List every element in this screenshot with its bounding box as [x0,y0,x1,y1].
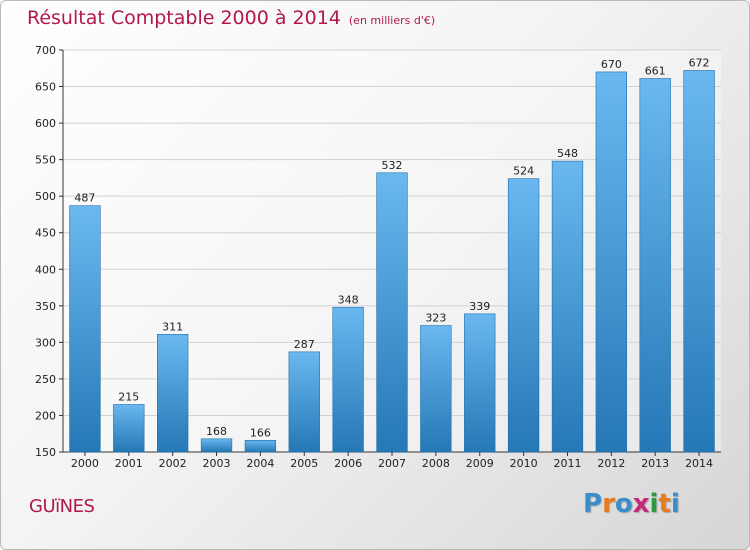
chart-title: Résultat Comptable 2000 à 2014 [27,7,341,29]
bar-2008 [420,325,452,453]
y-tick-label: 550 [35,154,56,167]
bar-2012 [595,71,627,453]
x-tick-label-2007: 2007 [378,457,406,470]
x-tick-label-2009: 2009 [466,457,494,470]
x-tick-label-2004: 2004 [246,457,274,470]
bar-2013 [639,78,671,453]
bar-2000 [69,205,101,453]
x-tick-label-2010: 2010 [510,457,538,470]
y-tick-label: 500 [35,190,56,203]
x-tick-label-2013: 2013 [641,457,669,470]
x-tick-label-2003: 2003 [203,457,231,470]
logo-letter: i [670,489,680,519]
y-tick-label: 300 [35,336,56,349]
x-tick-label-2001: 2001 [115,457,143,470]
bar-2014 [683,70,715,453]
x-tick-label-2011: 2011 [553,457,581,470]
data-label-2002: 311 [162,320,183,333]
y-tick-label: 600 [35,117,56,130]
x-tick-label-2008: 2008 [422,457,450,470]
commune-name: GUïNES [29,496,95,517]
y-tick-label: 650 [35,81,56,94]
bar-2009 [464,313,496,453]
y-tick-label: 400 [35,263,56,276]
logo-letter: r [602,489,615,519]
data-label-2011: 548 [557,147,578,160]
y-tick-label: 200 [35,409,56,422]
proxiti-logo: Proxiti [583,489,680,519]
y-tick-label: 350 [35,300,56,313]
bar-2007 [376,172,408,453]
bar-2011 [551,160,584,453]
bar-2004 [244,440,277,453]
data-label-2003: 168 [206,425,227,438]
data-label-2004: 166 [250,426,271,439]
y-tick-label: 450 [35,227,56,240]
bar-2003 [200,438,233,453]
x-tick-label-2000: 2000 [71,457,99,470]
x-tick-label-2006: 2006 [334,457,362,470]
bar-2002 [157,334,189,453]
x-tick-label-2002: 2002 [159,457,187,470]
y-tick-label: 700 [35,44,56,57]
data-label-2001: 215 [118,390,139,403]
data-label-2013: 661 [645,65,666,78]
bar-2010 [507,178,540,453]
y-tick-label: 150 [35,446,56,459]
data-label-2008: 323 [425,312,446,325]
x-tick-label-2014: 2014 [685,457,713,470]
logo-letter: o [614,489,633,519]
chart-title-block: Résultat Comptable 2000 à 2014 (en millie… [27,7,435,29]
data-label-2012: 670 [601,58,622,71]
bar-2001 [113,404,145,453]
logo-letter: i [649,489,659,519]
logo-letter: t [658,489,671,519]
bar-2006 [332,306,364,453]
logo-letter: x [632,489,650,519]
logo-letter: P [583,489,603,519]
data-label-2014: 672 [689,56,710,69]
bar-2005 [288,351,320,453]
x-tick-label-2005: 2005 [290,457,318,470]
data-label-2006: 348 [338,293,359,306]
y-tick-label: 250 [35,373,56,386]
chart-subtitle: (en milliers d'€) [348,14,436,27]
data-label-2010: 524 [513,165,534,178]
data-label-2005: 287 [294,338,315,351]
data-label-2000: 487 [74,192,95,205]
data-label-2009: 339 [469,300,490,313]
x-tick-label-2012: 2012 [597,457,625,470]
data-label-2007: 532 [382,159,403,172]
